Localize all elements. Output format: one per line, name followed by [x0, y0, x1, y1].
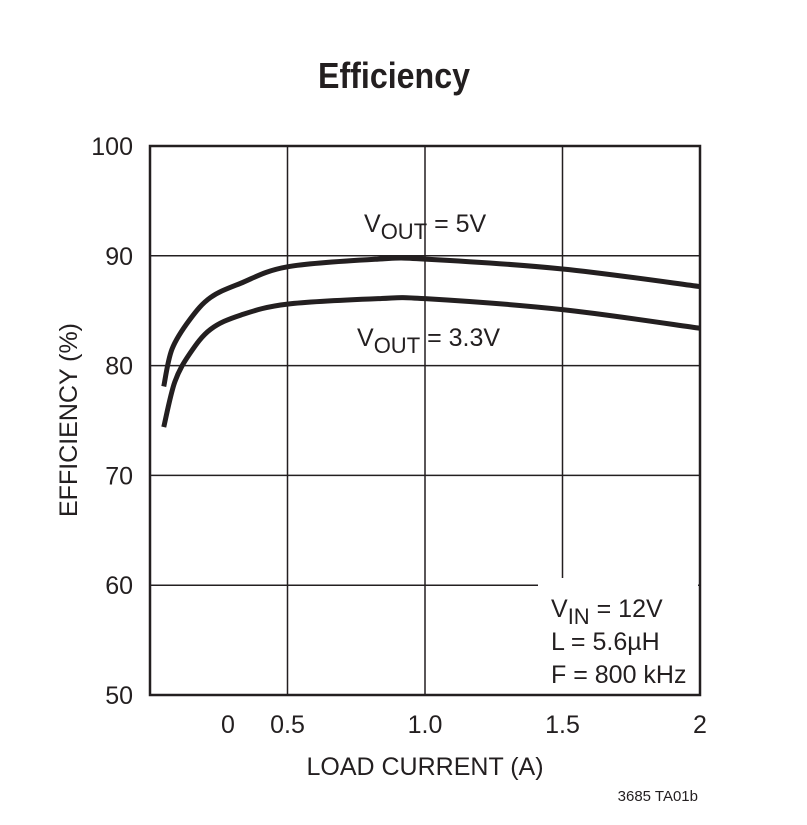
series-label-3v3: VOUT = 3.3V: [357, 324, 500, 358]
plot-frame: [148, 144, 702, 697]
series-label-5v: VOUT = 5V: [364, 210, 487, 244]
chart-title: Efficiency: [318, 55, 470, 96]
x-tick-label: 1.0: [408, 711, 443, 739]
series-line-5v: [161, 255, 701, 388]
y-tick-label: 80: [105, 353, 133, 381]
y-tick-labels: 100 90 80 70 60 50: [91, 133, 133, 710]
x-axis-label: LOAD CURRENT (A): [306, 753, 543, 781]
annotation-background: [538, 578, 698, 694]
x-tick-labels: 0 0.5 1.0 1.5 2: [221, 711, 707, 739]
annotation-vin: VIN = 12V: [551, 595, 663, 629]
y-axis-label: EFFICIENCY (%): [55, 323, 83, 517]
annotation-inductor: L = 5.6µH: [551, 628, 660, 656]
y-tick-label: 90: [105, 243, 133, 271]
x-tick-label: 1.5: [545, 711, 580, 739]
x-tick-label: 0: [221, 711, 235, 739]
y-tick-label: 70: [105, 462, 133, 490]
y-tick-label: 50: [105, 682, 133, 710]
series-line-3v3: [161, 295, 701, 428]
x-tick-label: 2: [693, 711, 707, 739]
y-tick-label: 60: [105, 572, 133, 600]
grid: [150, 146, 700, 695]
annotation-frequency: F = 800 kHz: [551, 661, 686, 689]
y-tick-label: 100: [91, 133, 133, 161]
curves: [161, 255, 701, 428]
x-tick-label: 0.5: [270, 711, 305, 739]
footnote: 3685 TA01b: [618, 788, 698, 805]
